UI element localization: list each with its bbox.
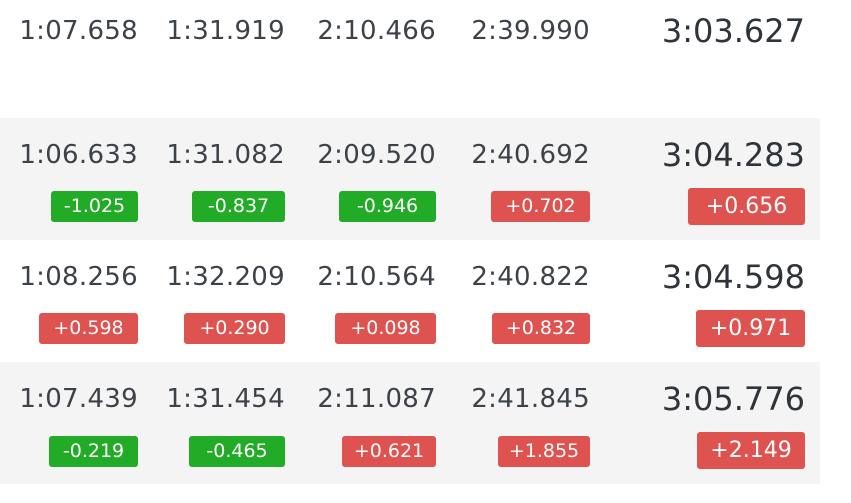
total-delta-badge: +0.971 [696,310,805,347]
table-row: 1:07.658 1:31.919 2:10.466 2:39.990 3:03… [0,0,820,118]
sector-4-delta-badge: +0.832 [492,313,590,344]
sector-4-delta-badge: +0.702 [491,191,590,222]
sector-3-time: 2:10.564 [317,262,436,292]
sector-2-time: 1:32.209 [166,262,285,292]
sector-4-time: 2:40.822 [471,262,590,292]
sector-4-delta-badge: +1.855 [498,436,590,467]
sector-2-time: 1:31.082 [166,140,285,170]
sector-3-delta-badge: +0.098 [335,313,436,344]
total-delta-badge: +2.149 [697,432,805,469]
sector-3-time: 2:10.466 [317,16,436,46]
total-delta-badge: +0.656 [688,188,805,225]
sector-1-delta-badge: -1.025 [51,191,138,222]
sector-1-delta-badge: +0.598 [39,313,138,344]
table-row: 1:06.633 1:31.082 2:09.520 2:40.692 3:04… [0,118,820,240]
sector-4-time: 2:40.692 [471,140,590,170]
total-time: 3:04.598 [661,258,805,296]
sector-4-time: 2:39.990 [471,16,590,46]
total-time: 3:05.776 [661,380,805,418]
sector-1-delta-badge: -0.219 [49,436,138,467]
sector-2-delta-badge: +0.290 [184,313,285,344]
total-time: 3:04.283 [661,136,805,174]
sector-2-delta-badge: -0.837 [192,191,285,222]
table-row: 1:07.439 1:31.454 2:11.087 2:41.845 3:05… [0,362,820,484]
table-row: 1:08.256 1:32.209 2:10.564 2:40.822 3:04… [0,240,820,362]
sector-1-time: 1:07.658 [19,16,138,46]
total-time: 3:03.627 [661,12,805,50]
sector-1-time: 1:06.633 [19,140,138,170]
sector-3-time: 2:11.087 [317,384,436,414]
sector-1-time: 1:07.439 [19,384,138,414]
sector-3-delta-badge: -0.946 [339,191,436,222]
sector-2-time: 1:31.919 [166,16,285,46]
sector-3-delta-badge: +0.621 [342,436,436,467]
sector-3-time: 2:09.520 [317,140,436,170]
sector-2-delta-badge: -0.465 [189,436,285,467]
sector-4-time: 2:41.845 [471,384,590,414]
sector-2-time: 1:31.454 [166,384,285,414]
sector-1-time: 1:08.256 [19,262,138,292]
